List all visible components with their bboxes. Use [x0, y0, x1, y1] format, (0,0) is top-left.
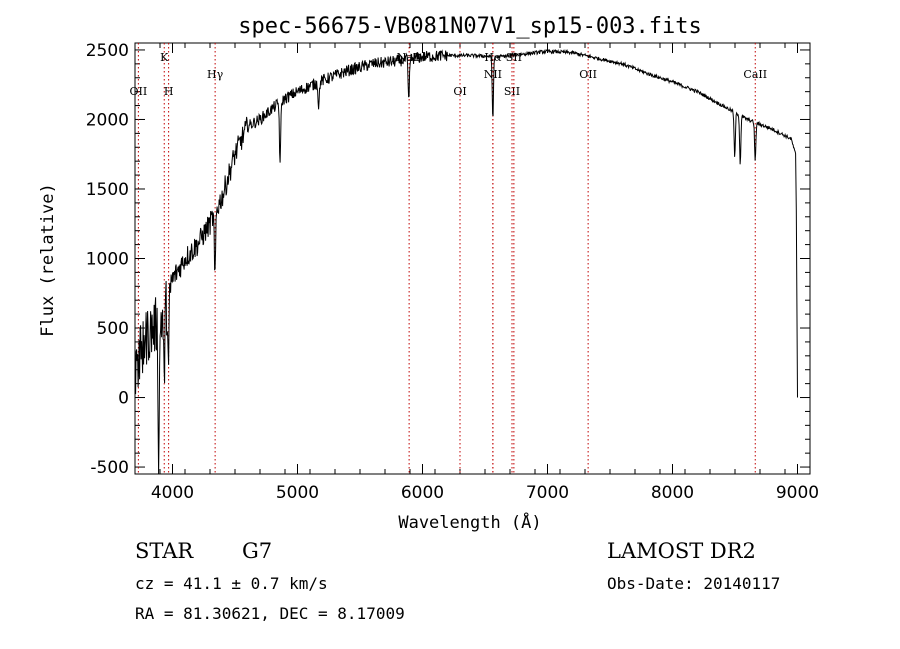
y-tick-label: 500 — [97, 319, 129, 339]
marker-label: Hγ — [207, 68, 224, 81]
y-tick-label: 1500 — [86, 180, 129, 200]
y-tick-label: 0 — [118, 389, 129, 409]
marker-label: H — [164, 85, 174, 98]
marker-label: Hα — [484, 51, 502, 64]
redshift-cz: cz = 41.1 ± 0.7 km/s — [135, 574, 328, 593]
y-tick-label: -500 — [90, 458, 129, 478]
x-tick-label: 6000 — [401, 483, 444, 503]
marker-label: SII — [504, 85, 520, 98]
axis-ticks: 4000 5000 6000 7000 8000 9000 -500 0 500 1000 1500… — [86, 41, 819, 503]
object-type: STAR — [135, 539, 194, 563]
survey-name: LAMOST DR2 — [607, 539, 756, 563]
marker-label: K — [160, 51, 169, 64]
x-tick-label: 9000 — [776, 483, 819, 503]
chart-title: spec-56675-VB081N07V1_sp15-003.fits — [238, 14, 702, 39]
marker-label: OII — [579, 68, 597, 81]
plot-frame — [134, 42, 811, 475]
marker-label: OII — [130, 85, 148, 98]
y-tick-label: 1000 — [86, 250, 129, 270]
y-tick-label: 2500 — [86, 41, 129, 61]
marker-label: CaII — [743, 68, 767, 81]
spectrum-series — [135, 48, 798, 475]
x-tick-label: 8000 — [651, 483, 694, 503]
subclass: G7 — [242, 539, 273, 563]
marker-label: NII — [484, 68, 502, 81]
x-tick-label: 5000 — [276, 483, 319, 503]
y-tick-label: 2000 — [86, 110, 129, 130]
observation-date: Obs-Date: 20140117 — [607, 574, 781, 593]
spectrum-line — [135, 48, 798, 475]
x-tick-label: 7000 — [526, 483, 569, 503]
x-axis-label: Wavelength (Å) — [398, 511, 541, 533]
y-axis-label: Flux (relative) — [38, 183, 58, 337]
ra-dec-coordinates: RA = 81.30621, DEC = 8.17009 — [135, 604, 405, 623]
x-tick-label: 4000 — [151, 483, 194, 503]
marker-label: OI — [453, 85, 466, 98]
